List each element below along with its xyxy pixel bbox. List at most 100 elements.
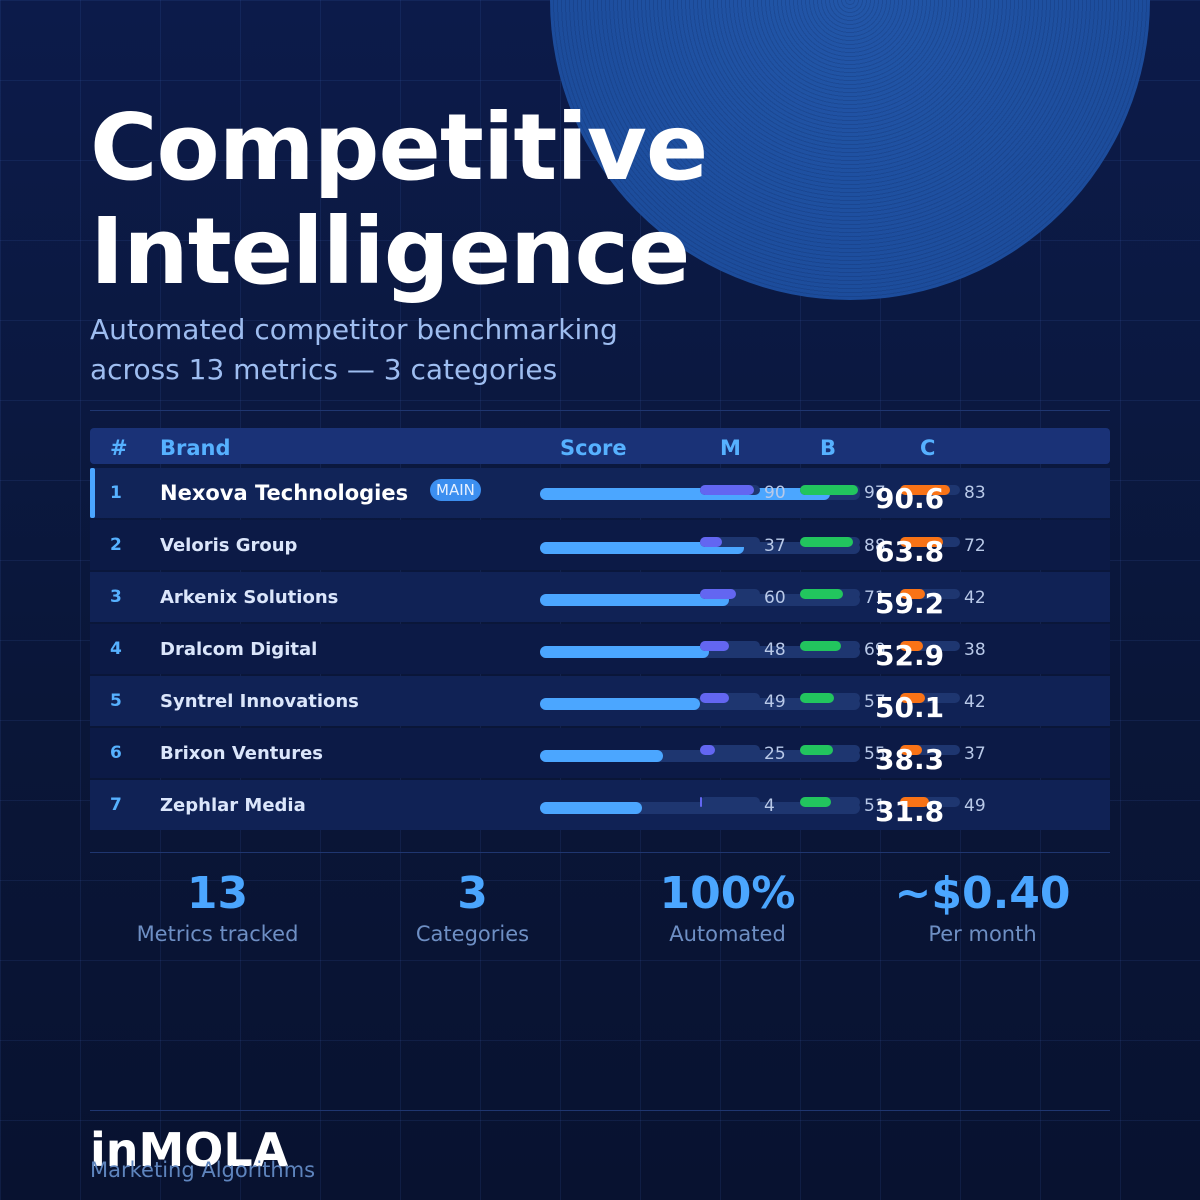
metric-b-bar-fill: [800, 693, 835, 703]
metric-c-bar-track: [900, 641, 960, 651]
stat-cost: ~$0.40 Per month: [855, 868, 1110, 948]
row-score: 90.6: [875, 482, 945, 515]
stat-value: 13: [186, 868, 249, 919]
stat-label: Categories: [415, 922, 530, 946]
score-bar-fill: [540, 542, 745, 554]
row-brand-name: Dralcom Digital: [160, 639, 318, 660]
row-rank: 5: [110, 691, 122, 711]
row-score: 38.3: [875, 743, 945, 776]
metric-b-bar-fill: [800, 745, 833, 755]
subtitle-line-1: Automated competitor benchmarking: [90, 313, 618, 346]
metric-m-bar-track: [700, 641, 760, 651]
column-header-brand: Brand: [160, 436, 231, 460]
row-brand-name: Zephlar Media: [160, 795, 306, 816]
metric-b-bar-fill: [800, 641, 842, 651]
stat-categories: 3 Categories: [345, 868, 600, 948]
metric-m-bar-track: [700, 797, 760, 807]
table-row[interactable]: 2 Veloris Group 37 88 72 63.8: [90, 520, 1110, 570]
table-row[interactable]: 7 Zephlar Media 4 51 49 31.8: [90, 780, 1110, 830]
metric-b-bar-track: [800, 589, 860, 599]
metric-c-bar-fill: [900, 537, 944, 547]
metric-b-value: 55: [864, 744, 886, 764]
metric-c-bar-track: [900, 797, 960, 807]
row-score: 52.9: [875, 639, 945, 672]
title-line-1: Competitive: [90, 94, 708, 201]
score-bar-track: [540, 646, 860, 658]
table-row[interactable]: 3 Arkenix Solutions 60 71 42 59.2: [90, 572, 1110, 622]
metric-b-value: 51: [864, 796, 886, 816]
stat-label: Metrics tracked: [136, 922, 299, 946]
metric-b-bar-track: [800, 485, 860, 495]
metric-m-bar-track: [700, 693, 760, 703]
table-row[interactable]: 6 Brixon Ventures 25 55 37 38.3: [90, 728, 1110, 778]
score-bar-fill: [540, 594, 730, 606]
table-row[interactable]: 1 Nexova Technologies MAIN 90 97 83 90.6: [90, 468, 1110, 518]
score-bar-track: [540, 802, 860, 814]
page-subtitle: Automated competitor benchmarking across…: [90, 310, 790, 390]
page-title: Competitive Intelligence: [90, 96, 890, 304]
metric-c-bar-fill: [900, 641, 923, 651]
main-badge: MAIN: [430, 479, 481, 501]
row-rank: 7: [110, 795, 122, 815]
metric-c-bar-track: [900, 589, 960, 599]
score-bar-track: [540, 750, 860, 762]
row-rank: 6: [110, 743, 122, 763]
score-bar-fill: [540, 646, 710, 658]
metric-c-bar-track: [900, 693, 960, 703]
metric-c-value: 42: [964, 588, 986, 608]
row-score: 31.8: [875, 795, 945, 828]
metric-m-value: 37: [764, 536, 786, 556]
score-bar-track: [540, 594, 860, 606]
row-brand-name: Brixon Ventures: [160, 743, 324, 764]
metric-c-value: 37: [964, 744, 986, 764]
score-bar-fill: [540, 750, 663, 762]
metric-b-value: 88: [864, 536, 886, 556]
row-score: 63.8: [875, 535, 945, 568]
metric-b-value: 69: [864, 640, 886, 660]
divider-bottom: [90, 1110, 1110, 1111]
metric-b-bar-track: [800, 745, 860, 755]
metric-c-bar-track: [900, 745, 960, 755]
row-score: 59.2: [875, 587, 945, 620]
table-row[interactable]: 5 Syntrel Innovations 49 57 42 50.1: [90, 676, 1110, 726]
metric-b-value: 57: [864, 692, 886, 712]
brand-logo: inMOLA: [90, 1123, 289, 1177]
metric-c-value: 72: [964, 536, 986, 556]
stat-value: 3: [457, 868, 488, 919]
metric-m-value: 90: [764, 483, 786, 503]
divider-middle: [90, 852, 1110, 853]
brand-tagline: Marketing Algorithms: [90, 1158, 316, 1182]
metric-m-bar-track: [700, 589, 760, 599]
metric-m-value: 4: [764, 796, 775, 816]
table-row[interactable]: 4 Dralcom Digital 48 69 38 52.9: [90, 624, 1110, 674]
title-line-2: Intelligence: [90, 198, 690, 305]
metric-b-bar-track: [800, 693, 860, 703]
metric-m-bar-fill: [700, 745, 715, 755]
metric-c-value: 83: [964, 483, 986, 503]
table-header: # Brand Score M B C: [90, 428, 1110, 464]
score-bar-fill: [540, 698, 701, 710]
metric-c-bar-fill: [900, 589, 926, 599]
row-brand-name: Nexova Technologies: [160, 481, 409, 505]
metric-m-value: 60: [764, 588, 786, 608]
metric-c-value: 42: [964, 692, 986, 712]
metric-m-bar-track: [700, 485, 760, 495]
metric-m-value: 25: [764, 744, 786, 764]
metric-b-bar-track: [800, 797, 860, 807]
metric-b-bar-fill: [800, 485, 859, 495]
row-brand-name: Arkenix Solutions: [160, 587, 339, 608]
metric-b-value: 71: [864, 588, 886, 608]
metric-m-bar-fill: [700, 485, 754, 495]
score-bar-track: [540, 698, 860, 710]
metric-c-bar-fill: [900, 693, 926, 703]
row-highlight-accent: [90, 468, 95, 518]
subtitle-line-2: across 13 metrics — 3 categories: [90, 353, 558, 386]
metric-c-value: 49: [964, 796, 986, 816]
metric-m-bar-fill: [700, 641, 729, 651]
stat-value: ~$0.40: [894, 868, 1071, 919]
stat-value: 100%: [659, 868, 796, 919]
column-header-c: C: [920, 436, 936, 460]
stat-automated: 100% Automated: [600, 868, 855, 948]
metric-m-bar-fill: [700, 537, 723, 547]
metric-m-value: 48: [764, 640, 786, 660]
